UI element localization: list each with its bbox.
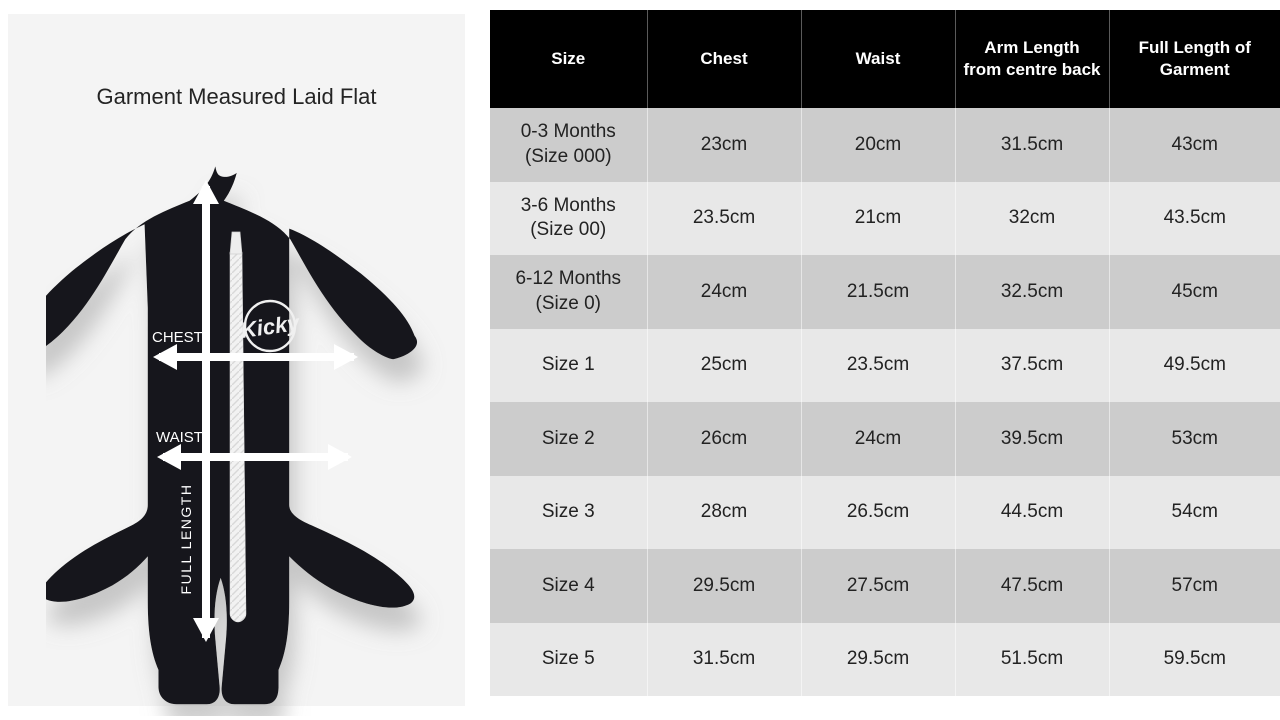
svg-text:FULL LENGTH: FULL LENGTH bbox=[178, 484, 194, 595]
svg-text:WAIST: WAIST bbox=[156, 429, 203, 446]
svg-text:CHEST: CHEST bbox=[152, 329, 203, 346]
